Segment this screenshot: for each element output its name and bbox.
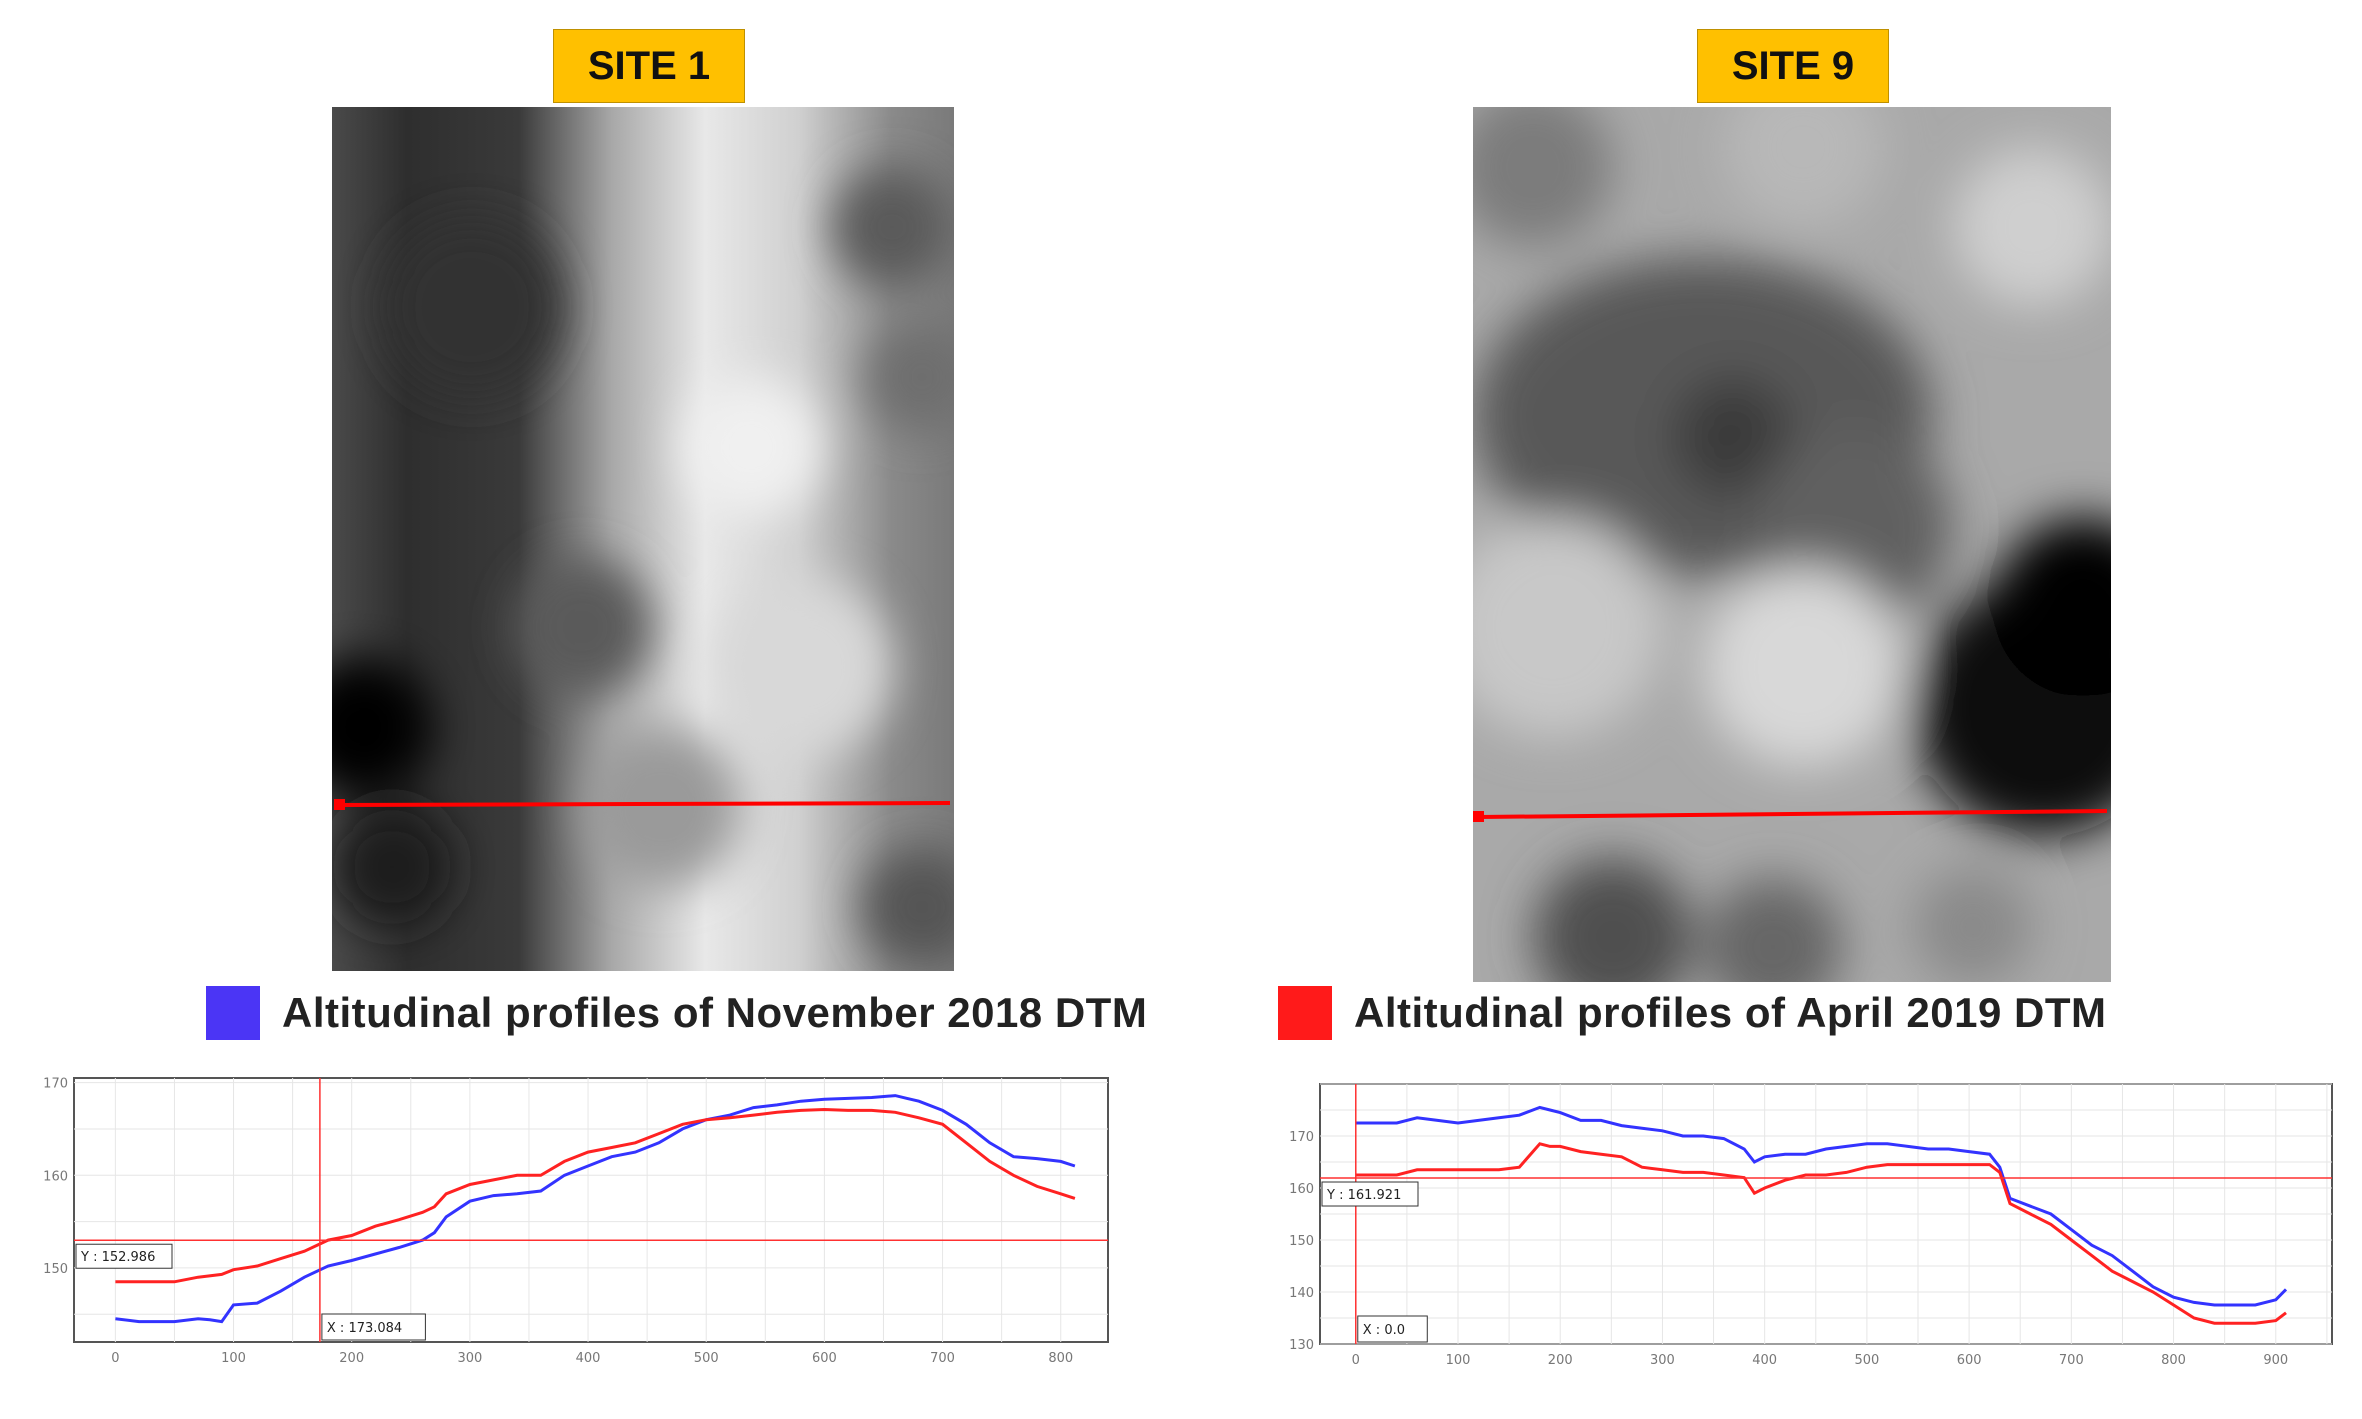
site-1-dtm-image [332,107,954,971]
series-november-2018-line [115,1094,1076,1324]
x-tick-label: 900 [2263,1353,2288,1368]
site-9-profile-chart: 0 100 200 300 400 500 600 700 800 900 130 140 150 160… [1289,1083,2333,1368]
x-tick-label: 800 [2161,1353,2186,1368]
x-tick-label: 800 [1048,1351,1073,1366]
x-tick-label: 700 [2059,1353,2084,1368]
site-1-label: SITE 1 [553,29,745,103]
y-tick-label: 170 [43,1077,68,1092]
x-tick-label: 500 [1854,1353,1879,1368]
cursor-y-label: Y : 161.921 [1326,1188,1401,1203]
y-tick-label: 170 [1289,1130,1314,1145]
y-tick-label: 160 [1289,1182,1314,1197]
y-tick-label: 160 [43,1169,68,1184]
x-tick-label: 700 [930,1351,955,1366]
legend-november: Altitudinal profiles of November 2018 DT… [206,985,1147,1041]
series-april-2019-line [115,1107,1076,1284]
series-april-2019-line [1355,1142,2287,1325]
cursor-x-label: X : 173.084 [327,1321,402,1336]
x-tick-label: 600 [1957,1353,1982,1368]
x-tick-label: 0 [1352,1353,1360,1368]
cursor-x-label: X : 0.0 [1363,1323,1405,1338]
site-9-dtm-image [1473,107,2111,982]
x-tick-label: 0 [111,1351,119,1366]
legend-swatch-november [206,986,260,1040]
y-tick-label: 130 [1289,1338,1314,1353]
site-9-label: SITE 9 [1697,29,1889,103]
y-tick-label: 150 [43,1262,68,1277]
x-tick-label: 300 [1650,1353,1675,1368]
cursor-x-readout: X : 173.084 [321,1313,426,1341]
cursor-y-readout: Y : 161.921 [1321,1181,1419,1207]
y-tick-label: 150 [1289,1234,1314,1249]
x-tick-label: 200 [339,1351,364,1366]
x-tick-label: 400 [576,1351,601,1366]
legend-swatch-april [1278,986,1332,1040]
legend-april: Altitudinal profiles of April 2019 DTM [1278,985,2107,1041]
y-tick-label: 140 [1289,1286,1314,1301]
x-tick-label: 400 [1752,1353,1777,1368]
legend-label-april: Altitudinal profiles of April 2019 DTM [1354,989,2107,1036]
x-tick-label: 600 [812,1351,837,1366]
series-november-2018-line [1355,1105,2288,1307]
x-tick-label: 300 [457,1351,482,1366]
cursor-y-readout: Y : 152.986 [75,1243,173,1269]
x-tick-label: 100 [1446,1353,1471,1368]
site-1-profile-chart: 0 100 200 300 400 500 600 700 800 150 160 170 Y : 15… [43,1077,1109,1366]
x-tick-label: 200 [1548,1353,1573,1368]
legend-label-november: Altitudinal profiles of November 2018 DT… [282,989,1148,1036]
cursor-y-label: Y : 152.986 [80,1250,155,1265]
x-tick-label: 100 [221,1351,246,1366]
cursor-x-readout: X : 0.0 [1357,1315,1428,1343]
x-tick-label: 500 [694,1351,719,1366]
